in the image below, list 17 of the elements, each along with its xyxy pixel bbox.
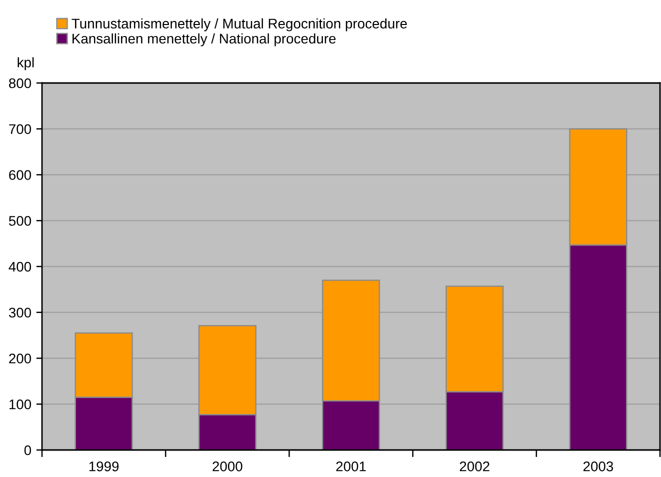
y-tick-label: 300 — [8, 308, 32, 318]
y-tick-label: 600 — [9, 170, 32, 180]
y-tick-label: 0 — [24, 445, 32, 456]
x-tick-label: 2003 — [583, 461, 614, 472]
y-tick-label: 700 — [9, 124, 32, 134]
legend-label: Tunnustamismenettely / Mutual Regocnition procedure — [72, 18, 407, 32]
legend-label: Kansallinen menettely / National procedure — [72, 33, 336, 46]
y-tick-label: 500 — [8, 216, 32, 226]
y-tick-label: 200 — [9, 354, 32, 364]
y-tick-label: 800 — [9, 78, 32, 88]
y-tick-label: 400 — [8, 262, 32, 272]
x-tick-label: 2000 — [212, 461, 242, 472]
y-axis-title: kpl — [18, 57, 34, 70]
x-tick-label: 1999 — [89, 461, 119, 472]
x-tick-label: 2002 — [460, 461, 490, 472]
y-tick-label: 100 — [9, 399, 32, 410]
x-tick-label: 2001 — [336, 461, 366, 472]
